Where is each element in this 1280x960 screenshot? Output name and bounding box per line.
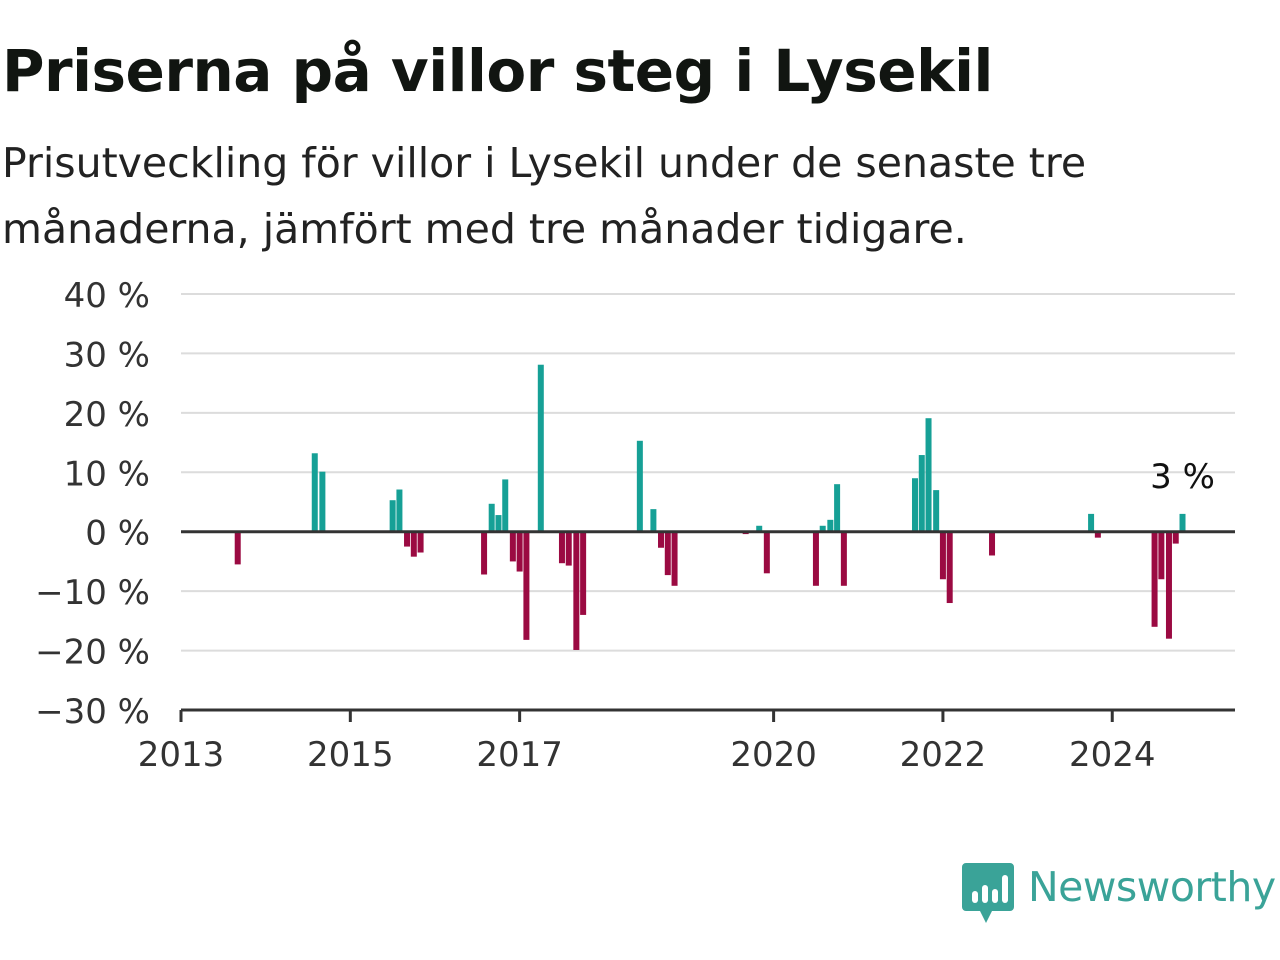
x-tick-label: 2013: [138, 735, 225, 775]
x-tick-label: 2020: [730, 735, 817, 775]
bar: [404, 531, 411, 547]
bar: [1151, 531, 1158, 627]
bar: [410, 531, 417, 557]
bar-chart-bubble-icon: [962, 863, 1014, 923]
bar: [827, 519, 834, 532]
bar: [1172, 531, 1179, 544]
bar: [558, 531, 565, 564]
grid-lines: [181, 293, 1235, 652]
x-axis-tick-labels: 2013 2015 2017 2020 2022 2024: [138, 735, 1156, 775]
bar: [396, 489, 403, 532]
bar: [481, 531, 488, 575]
y-tick-label: 40 %: [64, 276, 150, 316]
bar: [671, 531, 678, 586]
bar: [488, 503, 495, 532]
bar: [664, 531, 671, 576]
x-tick-label: 2015: [307, 735, 394, 775]
bar: [573, 531, 580, 650]
bar: [234, 531, 241, 565]
y-tick-label: 0 %: [85, 514, 150, 554]
y-axis-tick-labels: 40 % 30 % 20 % 10 % 0 % −10 % −20 % −30 %: [35, 276, 150, 732]
x-tick-label: 2022: [900, 735, 987, 775]
bar: [1165, 531, 1172, 639]
bar: [516, 531, 523, 572]
bar: [812, 531, 819, 586]
bar: [650, 509, 657, 532]
bar: [537, 364, 544, 532]
chart-subtitle: Prisutveckling för villor i Lysekil unde…: [2, 139, 1087, 253]
bar: [918, 455, 925, 532]
bar: [502, 479, 509, 532]
bar: [580, 531, 587, 615]
bar: [319, 471, 326, 532]
bar: [636, 440, 643, 532]
annotations: 3 %: [1150, 457, 1215, 497]
bar: [939, 531, 946, 580]
x-axis: [179, 530, 1235, 722]
bar: [565, 531, 572, 566]
last-value-label: 3 %: [1150, 457, 1215, 497]
bar: [1088, 513, 1095, 532]
bar: [495, 515, 502, 532]
bar: [840, 531, 847, 586]
bar: [417, 531, 424, 553]
y-tick-label: 30 %: [64, 335, 150, 375]
bars: [234, 364, 1186, 650]
bar: [1179, 513, 1186, 532]
bar: [819, 525, 826, 532]
y-tick-label: 10 %: [64, 454, 150, 494]
bar: [658, 531, 665, 548]
bar-chart: 40 %30 %20 %10 %0 %−10 %−20 %−30 % 2013 2…: [35, 276, 1235, 775]
bar: [911, 478, 918, 532]
newsworthy-logo[interactable]: Newsworthy: [962, 862, 1276, 926]
x-tick-label: 2017: [476, 735, 563, 775]
y-tick-label: −10 %: [35, 573, 150, 613]
bar: [509, 531, 516, 562]
bar: [946, 531, 953, 604]
y-tick-label: −20 %: [35, 633, 150, 673]
y-tick-label: 20 %: [64, 395, 150, 435]
bar: [1158, 531, 1165, 580]
bar: [834, 484, 841, 532]
chart-title: Priserna på villor steg i Lysekil: [2, 37, 993, 105]
bar: [925, 418, 932, 532]
bar: [763, 531, 770, 574]
bar: [523, 531, 530, 640]
y-tick-label: −30 %: [35, 692, 150, 732]
bar: [756, 525, 763, 532]
logo-text: Newsworthy: [1028, 863, 1276, 911]
bar: [989, 531, 996, 556]
x-tick-label: 2024: [1069, 735, 1156, 775]
bar: [933, 490, 940, 532]
bar: [311, 453, 318, 532]
bar: [1094, 531, 1101, 538]
bar: [389, 500, 396, 532]
